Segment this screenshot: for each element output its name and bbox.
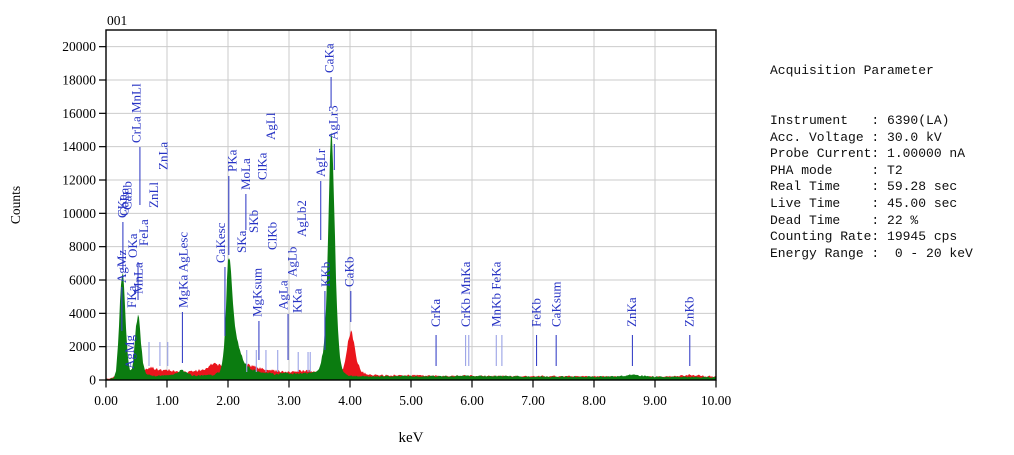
peak-label: FeLa — [136, 219, 151, 246]
param-line: Instrument : 6390(LA) — [770, 112, 950, 128]
y-tick-label: 0 — [89, 373, 96, 388]
param-line: Real Time : 59.28 sec — [770, 179, 958, 195]
x-tick-label: 1.00 — [155, 393, 179, 408]
peak-label: CaKa — [321, 43, 336, 73]
y-axis-title: Counts — [8, 186, 23, 224]
x-axis-title: keV — [399, 430, 424, 446]
peak-label: MnLa — [131, 262, 146, 294]
peak-label: ClKb — [265, 222, 280, 250]
x-tick-label: 5.00 — [399, 393, 423, 408]
peak-label: AgLb2 — [294, 200, 309, 237]
peak-label: KKa — [290, 288, 305, 313]
peak-label: SKa — [234, 230, 249, 253]
peak-label: CaKesc — [213, 222, 228, 263]
peak-label: FeKb — [528, 298, 543, 327]
peak-label: PKa — [224, 149, 239, 172]
spectrum-chart: 0 2000 4000 6000 8000 10000 12000 14000 16000 180… — [8, 13, 731, 446]
param-line: Live Time : 45.00 sec — [770, 195, 958, 211]
peak-label: CrKb MnKa — [458, 261, 473, 327]
peak-label: MnKb FeKa — [489, 261, 504, 327]
y-tick-label: 18000 — [62, 73, 96, 88]
y-tick-label: 20000 — [62, 39, 96, 54]
x-tick-label: 8.00 — [582, 393, 606, 408]
param-line: Dead Time : 22 % — [770, 212, 919, 228]
peak-label: CrLa MnLl — [129, 83, 144, 143]
peak-label: CaKb — [342, 257, 357, 287]
peak-label: ZnKb — [681, 297, 696, 327]
y-tick-label: 6000 — [69, 273, 96, 288]
peak-label: AgLl — [263, 112, 278, 140]
y-tick-label: 10000 — [62, 206, 96, 221]
peak-label: OKa — [125, 233, 140, 258]
peak-label: KKb — [318, 262, 333, 287]
param-line: Energy Range : 0 - 20 keV — [770, 245, 973, 261]
panel-title: Acquisition Parameter — [770, 63, 934, 79]
peak-label: AgLb — [284, 247, 299, 277]
peak-label: CaLb — [120, 181, 135, 210]
acquisition-parameter-panel: Acquisition Parameter Instrument : 6390(… — [770, 30, 973, 296]
peak-label: AgLr — [313, 148, 328, 177]
x-tick-label: 0.00 — [94, 393, 118, 408]
param-line: Counting Rate: 19945 cps — [770, 229, 958, 245]
y-tick-label: 2000 — [69, 339, 96, 354]
peak-label: AgMz — [114, 250, 129, 283]
x-tick-label: 10.00 — [701, 393, 732, 408]
y-tick-label: 4000 — [69, 306, 96, 321]
x-tick-label: 6.00 — [460, 393, 484, 408]
plot-id-label: 001 — [107, 13, 127, 28]
gridlines — [106, 30, 716, 380]
peak-label: SKb — [246, 210, 261, 233]
peak-label: CaLa — [117, 188, 132, 216]
peak-label: MgKa AgLesc — [176, 232, 191, 308]
y-tick-label: 16000 — [62, 106, 96, 121]
peak-label: CKa — [115, 194, 130, 218]
peak-label: MgKsum — [249, 268, 264, 317]
peak-label: ZnLl — [146, 182, 161, 208]
peak-label: MoLa — [238, 158, 253, 190]
x-tick-label: 3.00 — [277, 393, 301, 408]
param-line: PHA mode : T2 — [770, 162, 903, 178]
peak-label: CrKa — [428, 299, 443, 327]
param-line: Probe Current: 1.00000 nA — [770, 146, 966, 162]
panel-lines: Instrument : 6390(LA) Acc. Voltage : 30.0… — [770, 113, 973, 262]
peak-label: ClKa — [254, 152, 269, 180]
peak-label: FKa — [124, 285, 139, 308]
spectra — [106, 132, 716, 380]
x-tick-label: 9.00 — [643, 393, 667, 408]
axes: 0 2000 4000 6000 8000 10000 12000 14000 16000 180… — [62, 39, 731, 408]
peak-label: AgMg — [122, 335, 137, 369]
x-tick-label: 4.00 — [338, 393, 362, 408]
y-tick-label: 12000 — [62, 173, 96, 188]
x-tick-label: 7.00 — [521, 393, 545, 408]
peak-label: ZnLa — [156, 142, 171, 170]
param-line: Acc. Voltage : 30.0 kV — [770, 129, 942, 145]
peak-label: ZnKa — [624, 297, 639, 327]
peak-label: AgLa — [276, 280, 291, 310]
y-tick-label: 8000 — [69, 239, 96, 254]
y-tick-label: 14000 — [62, 139, 96, 154]
peak-label: AgLr3 — [326, 105, 341, 140]
x-tick-label: 2.00 — [216, 393, 240, 408]
plot-frame — [105, 29, 717, 381]
peak-label: CaKsum — [548, 282, 563, 328]
